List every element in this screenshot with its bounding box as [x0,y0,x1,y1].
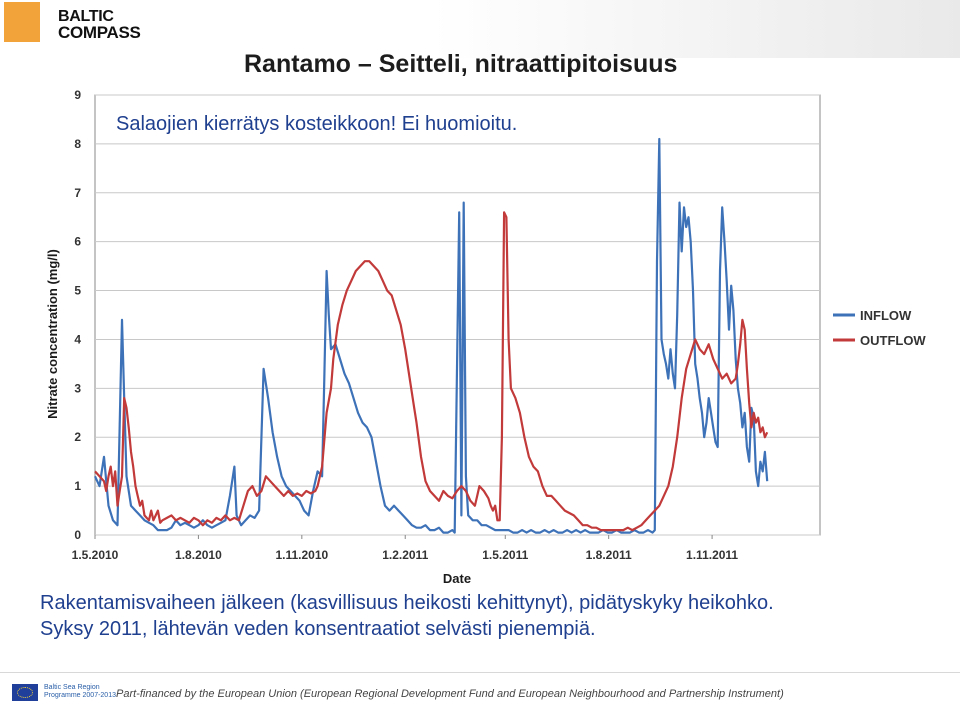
y-tick-label: 7 [74,186,81,200]
y-tick-label: 2 [74,430,81,444]
logo-line1: BALTIC [58,8,114,25]
x-tick-label: 1.8.2011 [586,548,632,562]
legend-inflow-label: INFLOW [860,308,912,323]
footer-divider [0,672,960,673]
y-tick-labels: 0 1 2 3 4 5 6 7 8 9 [74,88,81,542]
y-axis-label: Nitrate concentration (mg/l) [45,249,60,419]
y-tick-label: 8 [74,137,81,151]
eu-flag-icon [12,684,38,701]
x-tick-label: 1.2.2011 [382,548,428,562]
x-tick-label: 1.11.2010 [275,548,328,562]
bsr-programme-logo: Baltic Sea Region Programme 2007-2013 [44,684,116,700]
y-tick-label: 3 [74,381,81,395]
caption-line1: Rakentamisvaiheen jälkeen (kasvillisuus … [40,592,774,614]
x-tick-label: 1.5.2011 [482,548,528,562]
bsr-line2: Programme 2007-2013 [44,692,116,699]
logo-mark [4,2,40,42]
caption-line2: Syksy 2011, lähtevän veden konsentraatio… [40,618,596,640]
x-tick-label: 1.5.2010 [72,548,119,562]
y-tick-label: 9 [74,88,81,102]
footer-text: Part-financed by the European Union (Eur… [116,688,784,700]
bsr-line1: Baltic Sea Region [44,684,100,691]
x-tick-labels: 1.5.2010 1.8.2010 1.11.2010 1.2.2011 1.5.201… [72,548,739,562]
series-line-inflow [94,137,769,534]
header-band [0,0,960,58]
legend-outflow-label: OUTFLOW [860,333,926,348]
chart-legend: INFLOW OUTFLOW [833,308,926,348]
baltic-compass-logo: BALTIC COMPASS [58,8,141,42]
x-axis-label: Date [443,571,471,586]
y-tick-label: 1 [74,479,81,493]
nitrate-chart: 0 1 2 3 4 5 6 7 8 9 1.5.2010 1.8.2010 1.11.2010 1.2.… [45,88,926,586]
caption: Rakentamisvaiheen jälkeen (kasvillisuus … [40,590,774,642]
series-line-outflow [94,211,769,532]
x-tick-label: 1.11.2011 [686,548,738,562]
y-tick-label: 0 [74,528,81,542]
y-tick-label: 4 [74,332,81,346]
subtitle: Salaojien kierrätys kosteikkoon! Ei huom… [116,113,518,135]
footer-logos: Baltic Sea Region Programme 2007-2013 [12,682,116,702]
logo-line2: COMPASS [58,23,141,42]
x-tick-label: 1.8.2010 [175,548,222,562]
chart-series [94,137,769,534]
y-tick-label: 5 [74,284,81,298]
y-tick-label: 6 [74,235,81,249]
page-title: Rantamo – Seitteli, nitraattipitoisuus [244,50,678,78]
